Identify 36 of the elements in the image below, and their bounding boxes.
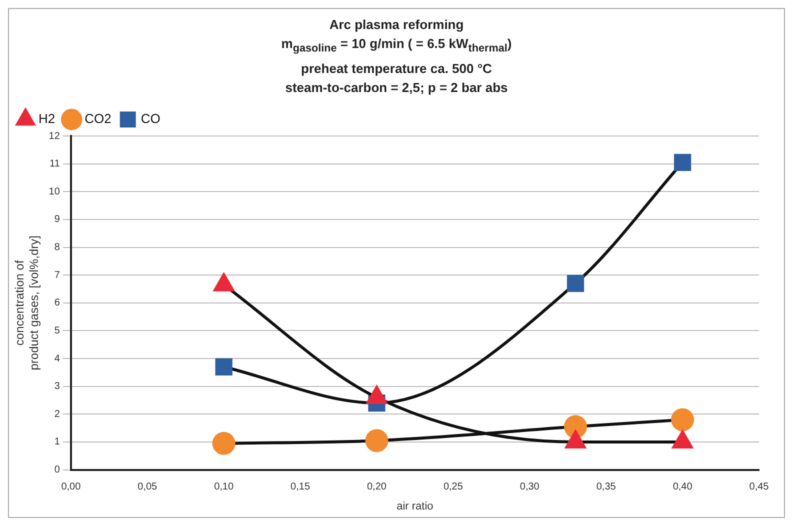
x-tick-label: 0,30 [520,481,540,492]
x-tick-label: 0,25 [443,481,464,492]
y-tick-label: 5 [54,325,60,336]
x-tick-label: 0,10 [214,481,234,492]
y-tick-label: 8 [54,242,60,253]
x-tick-label: 0,20 [367,481,387,492]
legend-label: CO [140,110,160,126]
y-tick-label: 4 [54,352,60,364]
x-tick-label: 0,00 [61,481,82,492]
x-axis-title: air ratio [396,500,434,512]
y-tick-label: 11 [50,158,60,170]
point [212,431,236,454]
point [564,414,588,438]
y-tick-label: 3 [54,380,60,392]
y-tick-label: 9 [54,214,60,225]
x-tick-label: 0,40 [672,481,693,492]
y-tick-label: 2 [54,408,60,420]
y-tick-label: 1 [54,436,60,448]
x-tick-label: 0,05 [138,481,158,492]
x-tick-label: 0,45 [749,481,770,492]
point [671,408,694,431]
x-tick-label: 0,15 [290,481,310,492]
legend-label: CO2 [84,110,112,126]
point [566,274,584,292]
legend-label: H2 [38,110,56,126]
x-tick-label: 0,35 [596,481,616,492]
y-tick-label: 12 [48,130,60,142]
chart-title: Arc plasma reforming m$_{gasoline}$ = 10 g/min ( = 6.5 kW$_{thermal}$) preheat temperature ca. 500 °C steam-to-carbon = 2,5; p = 2 bar abs [281,17,512,95]
point [365,428,388,452]
point [674,153,692,171]
y-axis-title: concentration of product gases, [vol%,dry] [12,235,41,370]
point [215,358,232,376]
y-tick-label: 10 [48,186,60,197]
y-tick-label: 7 [54,269,60,280]
y-tick-label: 6 [54,297,60,308]
y-tick-label: 0 [54,464,60,476]
